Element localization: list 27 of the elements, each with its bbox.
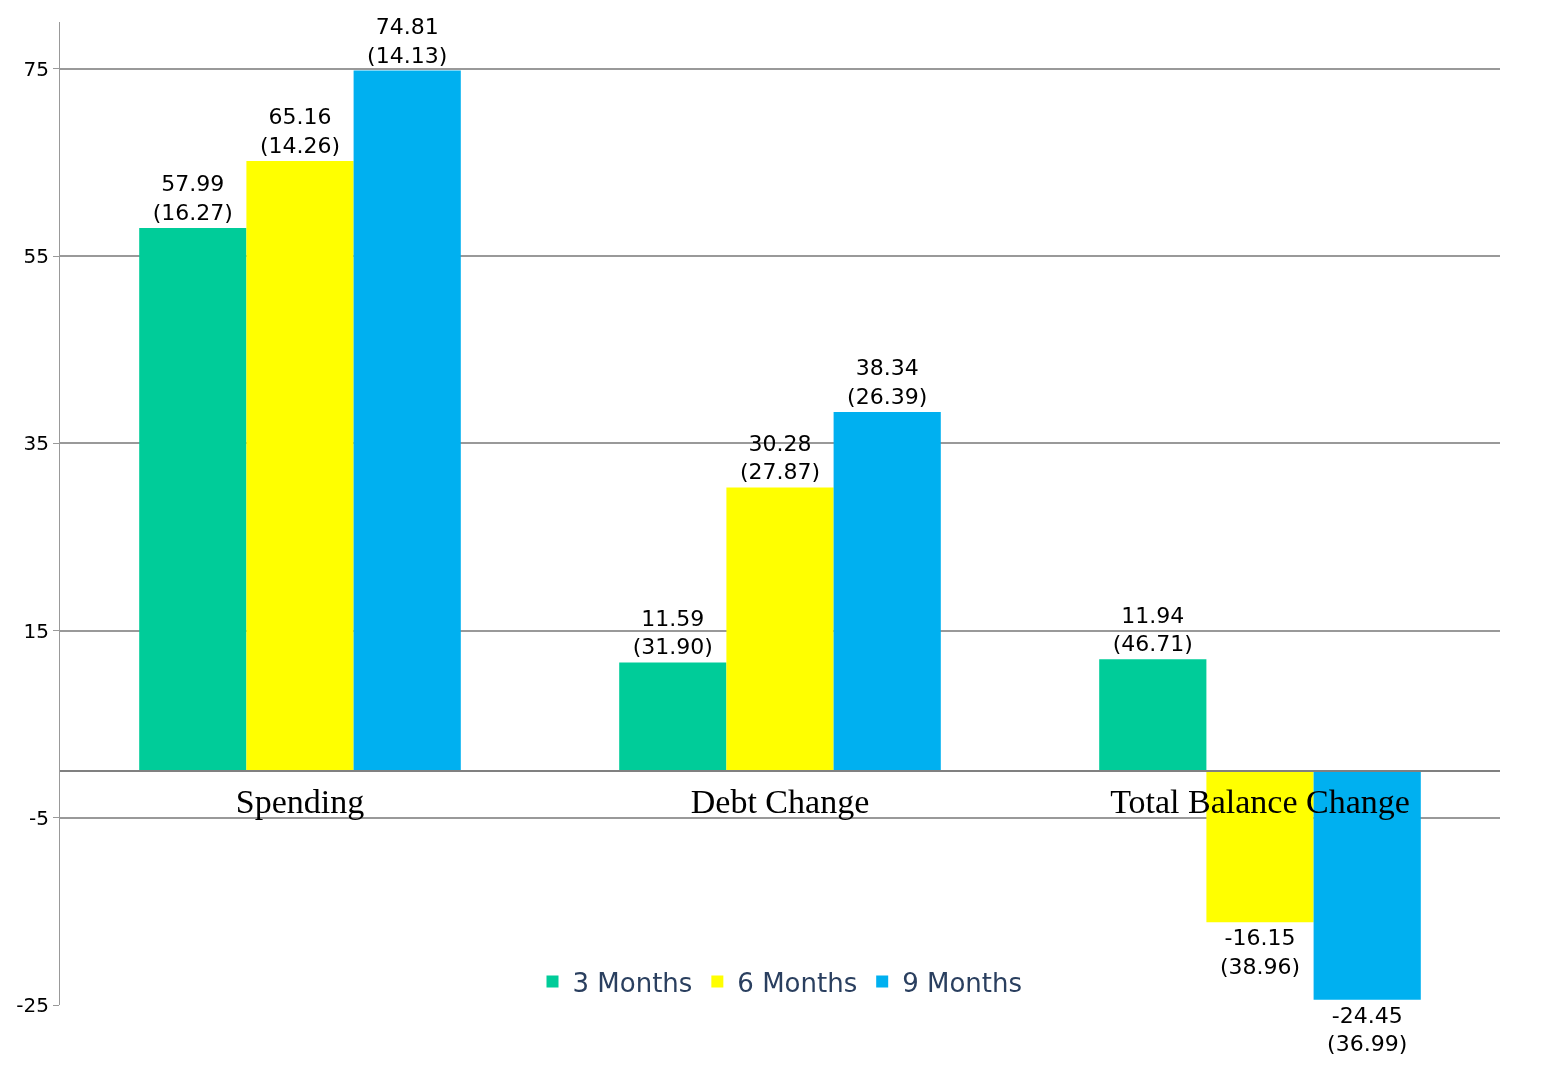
y-tick-label: 15 <box>23 618 49 643</box>
bar <box>619 662 727 771</box>
y-tick-label: 55 <box>23 244 49 269</box>
data-label: 30.28 (27.87) <box>739 430 821 485</box>
data-label: 57.99 (16.27) <box>152 171 233 226</box>
bar <box>833 412 941 771</box>
bar <box>139 228 247 771</box>
bar <box>246 160 354 771</box>
y-tick-label: 75 <box>23 56 49 81</box>
y-tick-label: -25 <box>16 993 49 1017</box>
y-tick-label: 35 <box>23 431 49 456</box>
x-tick-label: Debt Change <box>690 782 870 820</box>
legend-label: 6 Months <box>737 967 858 998</box>
x-tick-label: Spending <box>235 782 365 820</box>
data-label: 11.94 (46.71) <box>1112 602 1193 657</box>
data-label: -16.15 (38.96) <box>1219 925 1301 979</box>
data-label: 38.34 (26.39) <box>847 355 928 410</box>
y-tick-label: -5 <box>29 805 49 830</box>
bar <box>1099 659 1207 771</box>
legend-label: 3 Months <box>572 967 693 998</box>
data-label: 74.81 (14.13) <box>367 13 448 68</box>
bar <box>726 487 834 771</box>
data-label: 11.59 (31.90) <box>632 605 713 660</box>
data-label: 65.16 (14.26) <box>259 104 341 158</box>
legend-label: 9 Months <box>902 967 1023 998</box>
data-label: -24.45 (36.99) <box>1327 1002 1408 1057</box>
bar <box>353 70 461 771</box>
